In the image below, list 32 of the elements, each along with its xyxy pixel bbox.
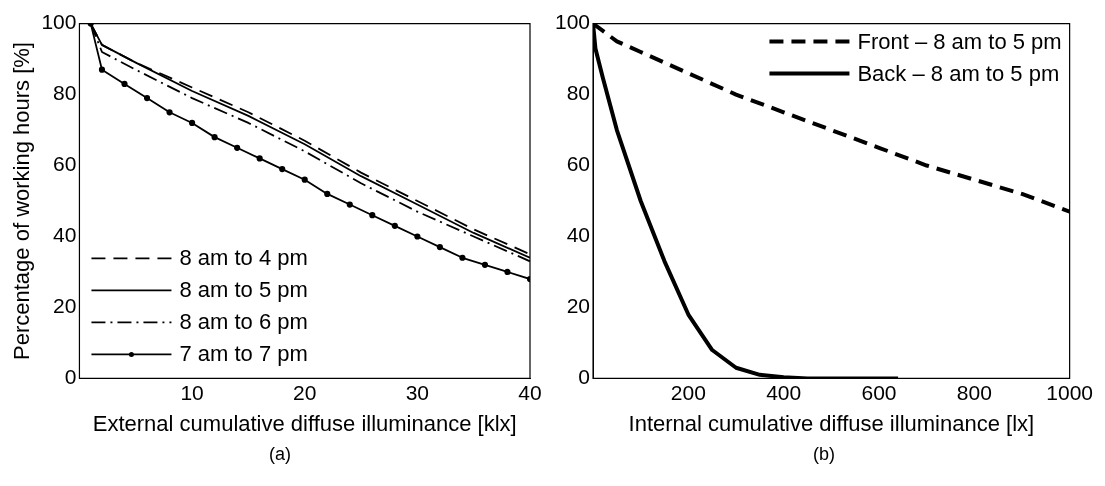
y-tick-label: 100 [41, 10, 77, 34]
x-tick-label: 30 [405, 380, 430, 404]
x-tick-label: 1000 [1046, 380, 1093, 404]
legend-label: 8 am to 6 pm [179, 309, 308, 335]
text: (b) [812, 444, 836, 465]
y-tick-label: 40 [53, 223, 77, 247]
x-tick-label: 600 [861, 380, 897, 404]
legend-label: Front – 8 am to 5 pm [857, 28, 1062, 54]
y-tick-label: 80 [566, 81, 591, 105]
y-axis-title: Percentage of working hours [%] [9, 42, 35, 360]
legend-label: 8 am to 5 pm [179, 277, 308, 303]
x-tick-label: 20 [293, 380, 317, 404]
legend-label: Back – 8 am to 5 pm [857, 60, 1060, 86]
legend-label: 8 am to 4 pm [179, 245, 308, 271]
y-tick-label: 0 [578, 365, 591, 389]
x-tick-label: 40 [518, 380, 542, 404]
y-tick-label: 60 [566, 152, 591, 176]
x-tick-label: 400 [766, 380, 802, 404]
y-tick-label: 80 [53, 81, 77, 105]
y-tick-label: 20 [53, 294, 77, 318]
y-tick-label: 0 [64, 365, 77, 389]
text: (a) [268, 444, 292, 465]
legend-label: 7 am to 7 pm [179, 341, 308, 367]
x-tick-label: 800 [956, 380, 992, 404]
x-tick-label: 200 [670, 380, 706, 404]
y-tick-label: 20 [566, 294, 591, 318]
y-tick-label: 40 [566, 223, 591, 247]
x-tick-label: 10 [180, 380, 204, 404]
x-axis-title: External cumulative diffuse illuminance [klx] [92, 410, 517, 436]
x-axis-title: Internal cumulative diffuse illuminance [lx] [628, 410, 1035, 436]
y-tick-label: 60 [53, 152, 77, 176]
y-tick-label: 100 [554, 10, 591, 34]
